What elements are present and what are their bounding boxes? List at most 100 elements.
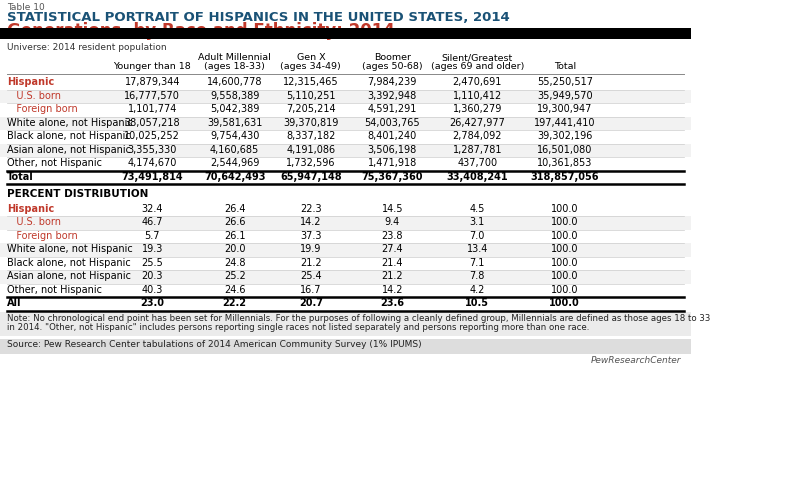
Text: 8,337,182: 8,337,182 <box>286 131 335 141</box>
Text: 1,732,596: 1,732,596 <box>286 158 335 168</box>
Text: 17,879,344: 17,879,344 <box>125 77 180 87</box>
Text: 46.7: 46.7 <box>141 217 163 227</box>
Text: 35,949,570: 35,949,570 <box>537 91 593 101</box>
Text: 26.1: 26.1 <box>224 231 245 241</box>
Bar <box>0 339 691 354</box>
Text: 5,042,389: 5,042,389 <box>210 104 260 114</box>
Text: in 2014. "Other, not Hispanic" includes persons reporting single races not liste: in 2014. "Other, not Hispanic" includes … <box>7 323 589 332</box>
Text: 3,506,198: 3,506,198 <box>368 144 417 154</box>
Text: 100.0: 100.0 <box>551 217 578 227</box>
Text: 7.8: 7.8 <box>469 271 485 281</box>
Text: 12,315,465: 12,315,465 <box>283 77 338 87</box>
Text: 54,003,765: 54,003,765 <box>365 118 420 127</box>
Text: U.S. born: U.S. born <box>7 217 61 227</box>
Text: 14.2: 14.2 <box>300 217 322 227</box>
Text: (ages 34-49): (ages 34-49) <box>280 62 341 71</box>
Text: 22.2: 22.2 <box>222 298 247 308</box>
Text: 20.3: 20.3 <box>141 271 163 281</box>
Text: 32.4: 32.4 <box>141 204 163 214</box>
Text: 4,174,670: 4,174,670 <box>128 158 177 168</box>
Text: 13.4: 13.4 <box>466 244 488 254</box>
Text: 23.6: 23.6 <box>380 298 404 308</box>
Text: 9,754,430: 9,754,430 <box>210 131 260 141</box>
Text: 39,302,196: 39,302,196 <box>537 131 593 141</box>
Text: 33,408,241: 33,408,241 <box>447 171 508 181</box>
Text: Total: Total <box>7 171 34 181</box>
Text: 9,558,389: 9,558,389 <box>210 91 260 101</box>
Text: (ages 69 and older): (ages 69 and older) <box>431 62 524 71</box>
Text: Total: Total <box>554 62 576 71</box>
Text: Asian alone, not Hispanic: Asian alone, not Hispanic <box>7 144 131 154</box>
Bar <box>0 243 691 256</box>
Text: 100.0: 100.0 <box>551 231 578 241</box>
Text: 21.2: 21.2 <box>382 271 403 281</box>
Text: 27.4: 27.4 <box>382 244 403 254</box>
Text: 3,392,948: 3,392,948 <box>368 91 417 101</box>
Text: 16,777,570: 16,777,570 <box>125 91 181 101</box>
Text: 39,370,819: 39,370,819 <box>283 118 338 127</box>
Text: Source: Pew Research Center tabulations of 2014 American Community Survey (1% IP: Source: Pew Research Center tabulations … <box>7 340 421 349</box>
Text: 197,441,410: 197,441,410 <box>534 118 596 127</box>
Text: Foreign born: Foreign born <box>7 231 78 241</box>
Text: 19.3: 19.3 <box>142 244 163 254</box>
Text: 10,025,252: 10,025,252 <box>125 131 181 141</box>
Bar <box>0 28 691 39</box>
Text: 20.0: 20.0 <box>224 244 245 254</box>
Text: 9.4: 9.4 <box>385 217 400 227</box>
Text: (ages 18-33): (ages 18-33) <box>204 62 265 71</box>
Text: 10.5: 10.5 <box>466 298 489 308</box>
Text: 16.7: 16.7 <box>300 284 322 294</box>
Text: Table 10: Table 10 <box>7 3 45 12</box>
Text: White alone, not Hispanic: White alone, not Hispanic <box>7 118 133 127</box>
Text: 37.3: 37.3 <box>300 231 322 241</box>
Text: 14.2: 14.2 <box>382 284 403 294</box>
Text: PewResearchCenter: PewResearchCenter <box>591 356 681 365</box>
Text: 73,491,814: 73,491,814 <box>122 171 183 181</box>
Text: 8,401,240: 8,401,240 <box>368 131 417 141</box>
Text: (ages 50-68): (ages 50-68) <box>362 62 423 71</box>
Text: 24.8: 24.8 <box>224 257 245 267</box>
Bar <box>0 270 691 283</box>
Text: 19.9: 19.9 <box>300 244 322 254</box>
Text: 1,360,279: 1,360,279 <box>453 104 502 114</box>
Text: Hispanic: Hispanic <box>7 204 54 214</box>
Text: 10,361,853: 10,361,853 <box>537 158 593 168</box>
Text: 318,857,056: 318,857,056 <box>530 171 599 181</box>
Text: 25.2: 25.2 <box>224 271 245 281</box>
Text: PERCENT DISTRIBUTION: PERCENT DISTRIBUTION <box>7 189 148 199</box>
Text: Black alone, not Hispanic: Black alone, not Hispanic <box>7 131 131 141</box>
Text: Foreign born: Foreign born <box>7 104 78 114</box>
Text: 100.0: 100.0 <box>551 204 578 214</box>
Bar <box>0 312 691 336</box>
Text: 16,501,080: 16,501,080 <box>537 144 593 154</box>
Text: 3.1: 3.1 <box>469 217 485 227</box>
Text: 14,600,778: 14,600,778 <box>207 77 263 87</box>
Text: Other, not Hispanic: Other, not Hispanic <box>7 158 102 168</box>
Text: 100.0: 100.0 <box>549 298 580 308</box>
Text: 25.4: 25.4 <box>300 271 322 281</box>
Text: White alone, not Hispanic: White alone, not Hispanic <box>7 244 133 254</box>
Text: 14.5: 14.5 <box>382 204 403 214</box>
Text: Black alone, not Hispanic: Black alone, not Hispanic <box>7 257 131 267</box>
Text: Other, not Hispanic: Other, not Hispanic <box>7 284 102 294</box>
Text: Generations, by Race and Ethnicity: 2014: Generations, by Race and Ethnicity: 2014 <box>7 22 394 40</box>
Text: 24.6: 24.6 <box>224 284 245 294</box>
Text: Silent/Greatest: Silent/Greatest <box>442 53 513 62</box>
Text: 100.0: 100.0 <box>551 257 578 267</box>
Text: 1,287,781: 1,287,781 <box>452 144 502 154</box>
Text: 5.7: 5.7 <box>144 231 160 241</box>
Text: 7.0: 7.0 <box>469 231 485 241</box>
Text: Gen X: Gen X <box>297 53 325 62</box>
Text: 100.0: 100.0 <box>551 244 578 254</box>
Bar <box>0 90 691 103</box>
Text: 65,947,148: 65,947,148 <box>280 171 342 181</box>
Text: 1,471,918: 1,471,918 <box>368 158 417 168</box>
Bar <box>0 143 691 157</box>
Text: 55,250,517: 55,250,517 <box>537 77 593 87</box>
Bar <box>0 216 691 230</box>
Text: 3,355,330: 3,355,330 <box>128 144 177 154</box>
Text: 5,110,251: 5,110,251 <box>286 91 335 101</box>
Text: All: All <box>7 298 21 308</box>
Text: 23.8: 23.8 <box>382 231 403 241</box>
Text: 1,110,412: 1,110,412 <box>453 91 502 101</box>
